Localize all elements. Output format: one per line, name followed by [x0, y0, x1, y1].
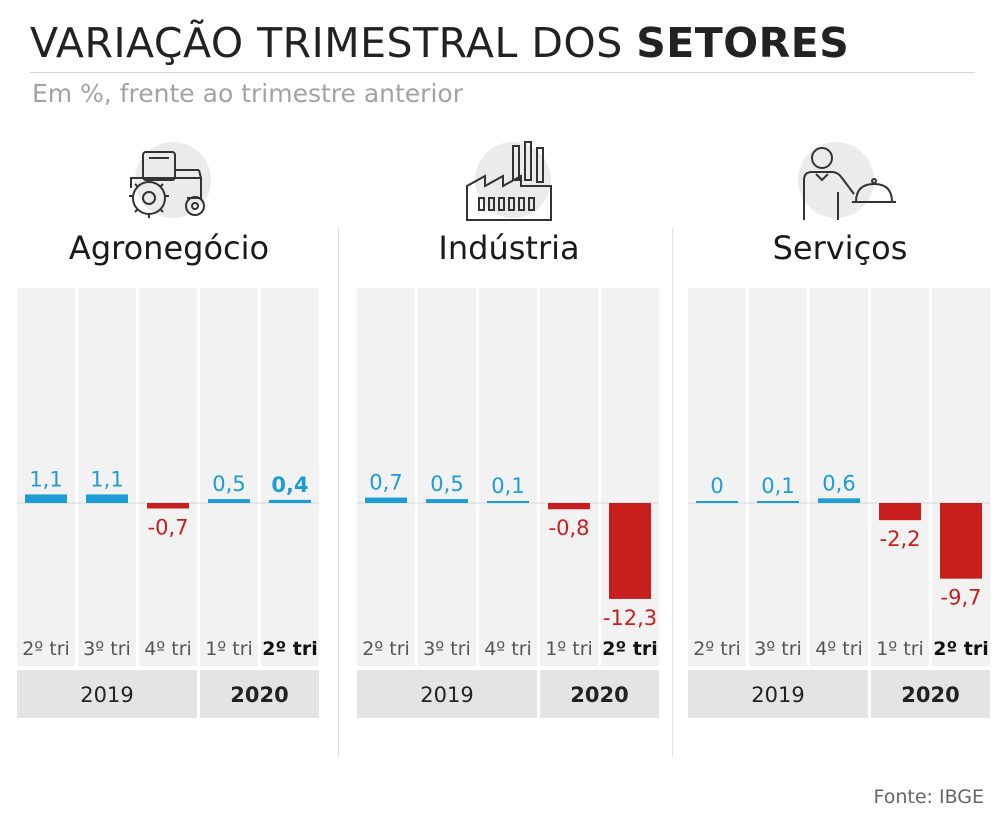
- chart-title: VARIAÇÃO TRIMESTRAL DOS SETORES: [30, 14, 849, 72]
- panel-industria: Indústria 0,7 2º tri 0,5 3º tri 0,1 4º tri -0,…: [357, 140, 661, 730]
- data-label: 0,6: [822, 471, 855, 495]
- panel-title: Indústria: [438, 229, 580, 267]
- data-label: 0,7: [369, 471, 402, 495]
- data-label: -12,3: [603, 606, 657, 630]
- year-label: 2020: [230, 683, 288, 707]
- column-background: [932, 288, 990, 666]
- column-background: [601, 288, 659, 666]
- title-rule: [30, 72, 975, 73]
- year-label: 2019: [751, 683, 804, 707]
- bar: [879, 503, 921, 521]
- tick-label: 3º tri: [423, 638, 471, 660]
- title-light: VARIAÇÃO TRIMESTRAL DOS: [30, 19, 637, 67]
- bar: [818, 498, 860, 503]
- source-note: Fonte: IBGE: [873, 786, 984, 808]
- bar-chart-agronegocio: 1,1 2º tri 1,1 3º tri -0,7 4º tri 0,5 1º tri 0,4…: [17, 288, 319, 718]
- waiter-icon: [798, 142, 896, 220]
- data-label: 0,1: [491, 474, 524, 498]
- data-label: -0,7: [148, 515, 189, 539]
- year-band: [871, 670, 990, 718]
- tick-label: 2º tri: [693, 638, 741, 660]
- bar: [940, 503, 982, 579]
- data-label: 1,1: [29, 467, 62, 491]
- tick-label: 2º tri: [262, 638, 318, 660]
- bar: [609, 503, 651, 599]
- tick-label: 4º tri: [144, 638, 192, 660]
- panel-servicos: Serviços 0 2º tri 0,1 3º tri 0,6 4º tri -2,2 1º…: [688, 140, 992, 730]
- tick-label: 3º tri: [83, 638, 131, 660]
- year-band: [200, 670, 319, 718]
- bar: [147, 503, 189, 509]
- bar: [269, 499, 311, 503]
- data-label: 0,5: [212, 472, 245, 496]
- bar: [86, 494, 128, 503]
- column-background: [17, 288, 75, 666]
- column-background: [810, 288, 868, 666]
- bar: [426, 499, 468, 503]
- bar: [365, 497, 407, 503]
- data-label: 0,4: [271, 473, 308, 497]
- bar: [487, 501, 529, 503]
- tick-label: 4º tri: [484, 638, 532, 660]
- column-background: [418, 288, 476, 666]
- column-background: [357, 288, 415, 666]
- tick-label: 2º tri: [602, 638, 658, 660]
- factory-icon: [466, 141, 552, 221]
- column-background: [540, 288, 598, 666]
- year-band: [540, 670, 659, 718]
- panel-title: Agronegócio: [68, 229, 270, 267]
- data-label: -2,2: [880, 527, 921, 551]
- column-background: [749, 288, 807, 666]
- column-background: [139, 288, 197, 666]
- bar: [548, 503, 590, 510]
- tick-label: 1º tri: [545, 638, 593, 660]
- year-label: 2020: [570, 683, 628, 707]
- tractor-icon: [129, 142, 211, 218]
- data-label: -0,8: [549, 516, 590, 540]
- year-label: 2019: [80, 683, 133, 707]
- data-label: 0,5: [430, 472, 463, 496]
- tick-label: 2º tri: [22, 638, 70, 660]
- column-background: [871, 288, 929, 666]
- chart-subtitle: Em %, frente ao trimestre anterior: [32, 79, 463, 108]
- panel-title: Serviços: [772, 229, 908, 267]
- bar: [757, 501, 799, 503]
- panel-agronegocio: Agronegócio 1,1 2º tri 1,1 3º tri -0,7 4º tri…: [17, 140, 321, 730]
- data-label: 1,1: [90, 467, 123, 491]
- tick-label: 2º tri: [933, 638, 989, 660]
- data-label: 0: [710, 474, 723, 498]
- tick-label: 2º tri: [362, 638, 410, 660]
- bar: [208, 499, 250, 503]
- data-label: -9,7: [941, 586, 982, 610]
- column-background: [479, 288, 537, 666]
- tick-label: 4º tri: [815, 638, 863, 660]
- column-background: [200, 288, 258, 666]
- year-band: [357, 670, 537, 718]
- year-label: 2019: [420, 683, 473, 707]
- panel-divider: [672, 228, 673, 758]
- year-label: 2020: [901, 683, 959, 707]
- tick-label: 1º tri: [205, 638, 253, 660]
- bar-chart-servicos: 0 2º tri 0,1 3º tri 0,6 4º tri -2,2 1º tri -9,7 2…: [688, 288, 990, 718]
- tick-label: 1º tri: [876, 638, 924, 660]
- data-label: 0,1: [761, 474, 794, 498]
- column-background: [688, 288, 746, 666]
- year-band: [17, 670, 197, 718]
- tick-label: 3º tri: [754, 638, 802, 660]
- panel-divider: [338, 228, 339, 758]
- bar-chart-industria: 0,7 2º tri 0,5 3º tri 0,1 4º tri -0,8 1º tri -12…: [357, 288, 659, 718]
- bar: [696, 501, 738, 503]
- column-background: [261, 288, 319, 666]
- bar: [25, 494, 67, 503]
- title-bold: SETORES: [636, 19, 850, 67]
- year-band: [688, 670, 868, 718]
- column-background: [78, 288, 136, 666]
